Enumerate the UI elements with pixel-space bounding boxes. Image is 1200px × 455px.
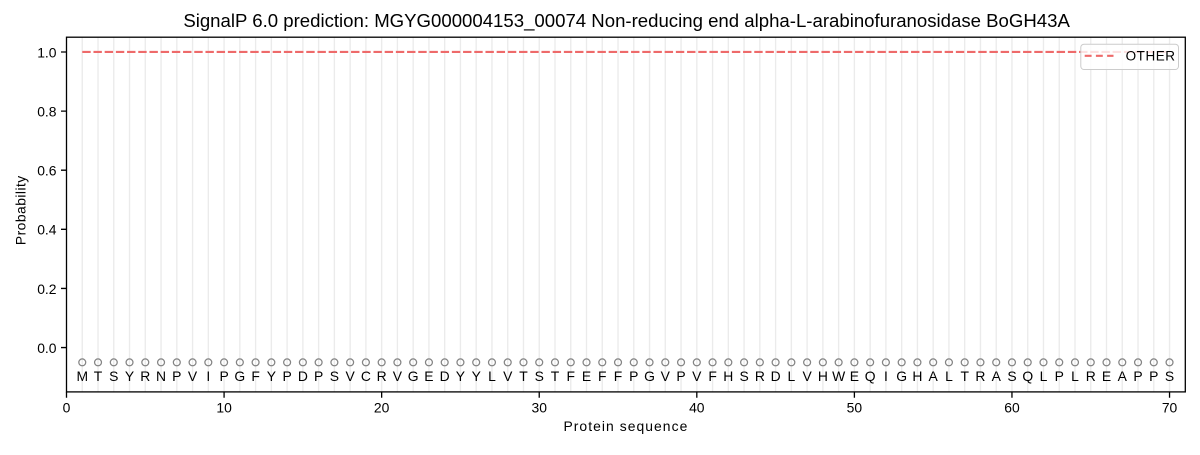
svg-text:P: P [676, 368, 685, 384]
svg-text:H: H [912, 368, 922, 384]
svg-text:Y: Y [456, 368, 465, 384]
svg-text:A: A [929, 368, 939, 384]
svg-text:S: S [1007, 368, 1016, 384]
svg-text:60: 60 [1004, 399, 1020, 415]
svg-text:L: L [1071, 368, 1079, 384]
svg-text:S: S [109, 368, 118, 384]
svg-text:0.4: 0.4 [37, 222, 57, 238]
svg-text:L: L [945, 368, 953, 384]
svg-text:R: R [975, 368, 985, 384]
svg-text:F: F [598, 368, 607, 384]
svg-text:S: S [535, 368, 544, 384]
svg-text:20: 20 [374, 399, 390, 415]
svg-text:A: A [992, 368, 1002, 384]
svg-text:P: P [219, 368, 228, 384]
svg-text:E: E [424, 368, 433, 384]
svg-text:A: A [1118, 368, 1128, 384]
svg-text:L: L [787, 368, 795, 384]
svg-text:V: V [692, 368, 702, 384]
svg-text:70: 70 [1162, 399, 1178, 415]
svg-text:L: L [1040, 368, 1048, 384]
svg-text:30: 30 [532, 399, 548, 415]
svg-text:E: E [850, 368, 859, 384]
svg-text:Y: Y [125, 368, 134, 384]
svg-text:S: S [1165, 368, 1174, 384]
svg-text:E: E [1102, 368, 1111, 384]
svg-text:P: P [282, 368, 291, 384]
svg-text:T: T [551, 368, 560, 384]
svg-text:R: R [140, 368, 150, 384]
svg-text:S: S [739, 368, 748, 384]
svg-text:OTHER: OTHER [1126, 49, 1176, 64]
svg-text:P: P [1149, 368, 1158, 384]
svg-text:F: F [251, 368, 260, 384]
svg-text:SignalP 6.0 prediction: MGYG00: SignalP 6.0 prediction: MGYG000004153_00… [183, 10, 1070, 32]
svg-text:V: V [503, 368, 513, 384]
svg-text:H: H [818, 368, 828, 384]
svg-text:V: V [802, 368, 812, 384]
svg-text:Y: Y [267, 368, 276, 384]
svg-text:H: H [723, 368, 733, 384]
svg-text:T: T [94, 368, 103, 384]
svg-text:10: 10 [216, 399, 232, 415]
svg-text:T: T [519, 368, 528, 384]
svg-text:G: G [896, 368, 907, 384]
svg-text:I: I [884, 368, 888, 384]
svg-text:F: F [567, 368, 576, 384]
svg-text:D: D [440, 368, 450, 384]
svg-text:P: P [1055, 368, 1064, 384]
svg-text:V: V [393, 368, 403, 384]
svg-text:Y: Y [472, 368, 481, 384]
svg-text:M: M [76, 368, 88, 384]
svg-text:F: F [708, 368, 717, 384]
svg-text:P: P [172, 368, 181, 384]
svg-text:0.0: 0.0 [37, 340, 57, 356]
svg-text:L: L [488, 368, 496, 384]
svg-text:G: G [234, 368, 245, 384]
svg-text:D: D [771, 368, 781, 384]
svg-text:W: W [832, 368, 846, 384]
svg-text:P: P [629, 368, 638, 384]
svg-text:S: S [330, 368, 339, 384]
svg-text:T: T [960, 368, 969, 384]
svg-text:50: 50 [847, 399, 863, 415]
svg-text:R: R [377, 368, 387, 384]
svg-text:I: I [206, 368, 210, 384]
svg-text:V: V [346, 368, 356, 384]
svg-text:P: P [314, 368, 323, 384]
svg-text:R: R [1086, 368, 1096, 384]
svg-text:Q: Q [1022, 368, 1033, 384]
svg-text:Protein sequence: Protein sequence [563, 418, 688, 434]
svg-text:Q: Q [865, 368, 876, 384]
svg-text:G: G [644, 368, 655, 384]
svg-text:P: P [1133, 368, 1142, 384]
svg-text:Probability: Probability [13, 175, 29, 245]
svg-text:0.6: 0.6 [37, 163, 57, 179]
svg-text:0.8: 0.8 [37, 104, 57, 120]
svg-text:1.0: 1.0 [37, 44, 57, 60]
svg-text:V: V [188, 368, 198, 384]
svg-text:0: 0 [63, 399, 71, 415]
svg-text:D: D [298, 368, 308, 384]
svg-text:G: G [408, 368, 419, 384]
svg-text:40: 40 [689, 399, 705, 415]
svg-text:0.2: 0.2 [37, 281, 57, 297]
svg-text:V: V [661, 368, 671, 384]
svg-text:C: C [361, 368, 371, 384]
svg-text:E: E [582, 368, 591, 384]
svg-text:N: N [156, 368, 166, 384]
svg-text:F: F [614, 368, 623, 384]
svg-text:R: R [755, 368, 765, 384]
